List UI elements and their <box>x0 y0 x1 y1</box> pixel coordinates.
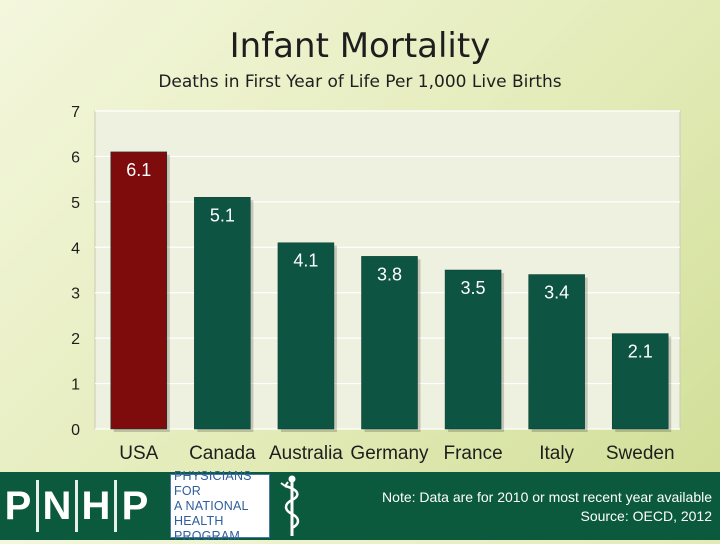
bar-australia <box>277 242 335 430</box>
bar-usa <box>110 151 168 430</box>
x-category-label: Germany <box>350 443 429 464</box>
x-category-label: France <box>444 443 503 464</box>
footer-note: Note: Data are for 2010 or most recent y… <box>382 488 712 526</box>
x-category-label: USA <box>119 443 158 464</box>
logo-separator <box>75 480 78 532</box>
logo-letter-p1: P <box>4 483 32 528</box>
bar-value-label: 3.4 <box>544 283 569 303</box>
caduceus-icon <box>280 475 300 536</box>
bar-italy <box>528 274 585 430</box>
bar-value-label: 3.5 <box>461 278 486 298</box>
y-tick-label: 2 <box>71 331 80 348</box>
chart-title: Infant Mortality <box>229 26 491 66</box>
data-note-text: Note: Data are for 2010 or most recent y… <box>382 489 712 505</box>
logo-letter-p2: P <box>121 483 149 528</box>
bar-value-label: 2.1 <box>628 342 653 362</box>
y-tick-label: 6 <box>71 149 80 166</box>
bar-france <box>444 269 502 430</box>
bar-germany <box>361 256 418 430</box>
x-category-label: Italy <box>539 443 574 464</box>
logo-letter-n: N <box>42 483 72 528</box>
chart-subtitle: Deaths in First Year of Life Per 1,000 L… <box>158 72 562 92</box>
source-text: Source: OECD, 2012 <box>580 508 712 524</box>
bar-canada <box>194 197 251 430</box>
x-category-label: Canada <box>189 443 256 464</box>
pnhp-logo: P N H P <box>0 472 168 540</box>
x-category-label: Sweden <box>606 443 675 464</box>
y-tick-label: 4 <box>71 240 80 257</box>
y-tick-label: 7 <box>71 104 80 121</box>
x-category-label: Australia <box>269 443 343 464</box>
org-name-line: A NATIONAL <box>174 498 249 513</box>
logo-letter-h: H <box>81 483 111 528</box>
y-tick-label: 5 <box>71 195 80 212</box>
org-name-line: PHYSICIANS FOR <box>174 468 252 498</box>
bar-value-label: 5.1 <box>210 205 235 225</box>
org-name-line: PROGRAM <box>174 528 240 543</box>
logo-separator <box>114 480 117 532</box>
y-tick-label: 3 <box>71 286 80 303</box>
bar-value-label: 4.1 <box>293 251 318 271</box>
org-name-box: PHYSICIANS FOR A NATIONAL HEALTH PROGRAM <box>170 469 270 543</box>
bar-sweden <box>611 333 669 430</box>
org-name-line: HEALTH <box>174 513 224 528</box>
footer-bar: P N H P PHYSICIANS FOR A NATIONAL HEALTH… <box>0 469 720 543</box>
y-tick-label: 0 <box>71 422 80 439</box>
y-tick-label: 1 <box>71 377 80 394</box>
logo-separator <box>36 480 39 532</box>
bar-value-label: 6.1 <box>126 160 151 180</box>
bar-value-label: 3.8 <box>377 264 402 284</box>
bar-chart: 0 1 2 3 4 5 6 7 6.1 5.1 4.1 3.8 3.5 3.4 2.1 USA Canada… <box>71 104 681 464</box>
